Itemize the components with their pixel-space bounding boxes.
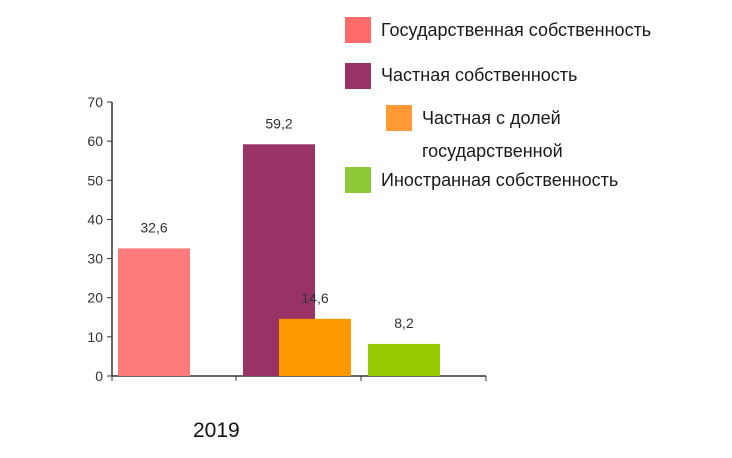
legend-label-private: Частная собственность	[381, 65, 578, 85]
y-tick-label: 20	[87, 290, 103, 306]
y-tick-label: 40	[87, 211, 103, 227]
legend-label-private-state-share-line2: государственной	[422, 141, 563, 161]
data-label: 8,2	[394, 315, 414, 331]
y-tick-label: 50	[87, 172, 103, 188]
legend-swatch-foreign	[345, 167, 371, 193]
data-label: 32,6	[140, 219, 167, 235]
y-tick-label: 60	[87, 133, 103, 149]
bar	[118, 248, 190, 376]
legend-swatch-state	[345, 17, 371, 43]
legend-label-private-state-share-line1: Частная с долей	[422, 108, 561, 128]
legend-label-state: Государственная собственность	[381, 20, 652, 40]
data-label: 59,2	[265, 115, 292, 131]
y-tick-label: 10	[87, 329, 103, 345]
legend-swatch-private	[345, 63, 371, 89]
legend-swatch-private-state-share	[386, 105, 412, 131]
y-tick-label: 70	[87, 94, 103, 110]
y-tick-label: 30	[87, 251, 103, 267]
bar	[368, 343, 440, 376]
x-category-label: 2019	[193, 419, 240, 442]
y-tick-label: 0	[95, 368, 103, 384]
data-label: 14,6	[301, 290, 328, 306]
bar	[279, 318, 351, 376]
legend-label-foreign: Иностранная собственность	[381, 170, 619, 190]
